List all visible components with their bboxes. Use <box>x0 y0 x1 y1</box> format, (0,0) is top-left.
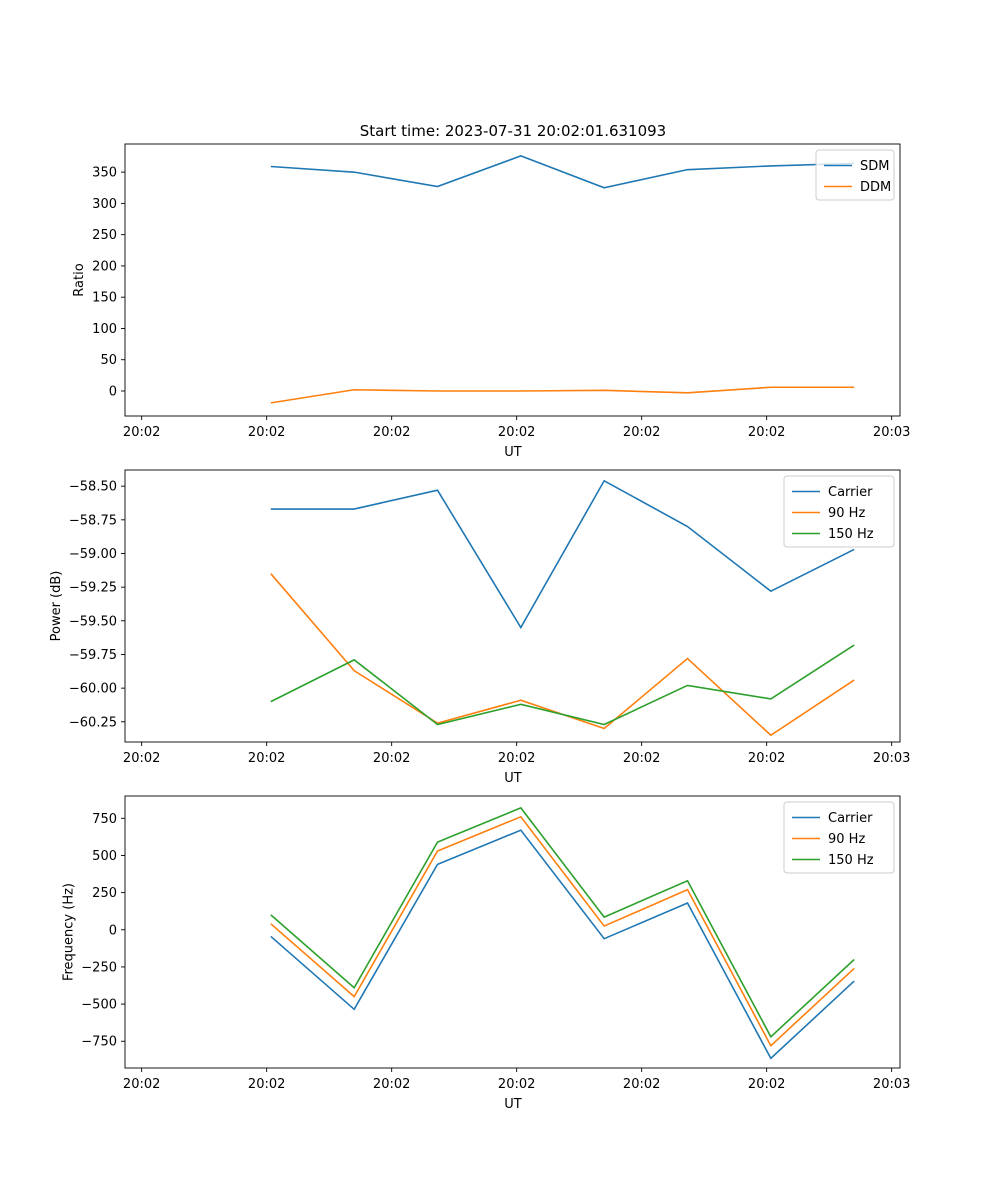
legend-box <box>815 149 895 201</box>
x-tick-label: 20:02 <box>623 751 660 766</box>
y-tick-label: −750 <box>81 1035 117 1050</box>
y-tick-label: 0 <box>109 384 117 399</box>
x-tick-label: 20:02 <box>248 751 285 766</box>
y-tick-label: −59.00 <box>69 547 117 562</box>
x-axis-label: UT <box>504 445 522 460</box>
y-axis-label: Ratio <box>72 263 87 296</box>
panels: 20:02 20:02 20:02 20:02 20:02 20:02 20:03 0 50 10… <box>49 143 910 1112</box>
y-tick-label: 250 <box>92 886 117 901</box>
x-tick-label: 20:02 <box>373 425 410 440</box>
legend-label: DDM <box>860 180 891 195</box>
legend-label: 150 Hz <box>828 527 874 542</box>
x-tick-label: 20:02 <box>748 1077 785 1092</box>
series-line-sdm <box>270 155 855 189</box>
series-line-90-hz <box>270 815 855 1047</box>
y-tick-label: −250 <box>81 960 117 975</box>
y-axis-label: Power (dB) <box>49 571 64 642</box>
x-tick-label: 20:02 <box>498 751 535 766</box>
y-tick-label: −59.25 <box>69 581 117 596</box>
legend-label: 150 Hz <box>828 853 874 868</box>
legend: Carrier 90 Hz 150 Hz <box>783 475 895 548</box>
axes-frame <box>124 469 901 743</box>
x-tick-label: 20:02 <box>123 425 160 440</box>
figure-title: Start time: 2023-07-31 20:02:01.631093 <box>360 122 666 140</box>
x-tick-label: 20:02 <box>623 425 660 440</box>
x-tick-label: 20:02 <box>748 425 785 440</box>
x-tick-label: 20:02 <box>248 425 285 440</box>
series-line-carrier <box>270 829 855 1060</box>
x-tick-label: 20:03 <box>873 425 910 440</box>
panel-2: 20:02 20:02 20:02 20:02 20:02 20:02 20:03 −60.2… <box>49 469 910 786</box>
legend-label: 90 Hz <box>828 506 865 521</box>
panel-3: 20:02 20:02 20:02 20:02 20:02 20:02 20:03 −750 −… <box>61 795 910 1112</box>
x-tick-label: 20:02 <box>123 1077 160 1092</box>
x-axis-label: UT <box>504 1097 522 1112</box>
panel-1: 20:02 20:02 20:02 20:02 20:02 20:02 20:03 0 50 10… <box>72 143 910 460</box>
legend-box <box>783 801 895 874</box>
legend-label: Carrier <box>828 811 873 826</box>
x-tick-label: 20:02 <box>373 751 410 766</box>
legend-label: Carrier <box>828 485 873 500</box>
y-tick-label: 100 <box>92 322 117 337</box>
series-line-150-hz <box>270 806 855 1039</box>
y-tick-label: −500 <box>81 998 117 1013</box>
legend-box <box>783 475 895 548</box>
x-tick-label: 20:02 <box>498 425 535 440</box>
y-tick-label: −59.50 <box>69 614 117 629</box>
x-axis-label: UT <box>504 771 522 786</box>
y-tick-label: 350 <box>92 166 117 181</box>
y-tick-label: 500 <box>92 849 117 864</box>
x-tick-label: 20:02 <box>248 1077 285 1092</box>
x-tick-label: 20:02 <box>623 1077 660 1092</box>
axes-frame <box>124 795 901 1069</box>
x-tick-label: 20:03 <box>873 751 910 766</box>
y-tick-label: 0 <box>109 923 117 938</box>
y-tick-label: 300 <box>92 197 117 212</box>
series-line-150-hz <box>270 644 855 726</box>
y-tick-label: −60.25 <box>69 715 117 730</box>
axes-frame <box>124 143 901 417</box>
y-tick-label: 250 <box>92 228 117 243</box>
y-tick-label: −58.50 <box>69 480 117 495</box>
y-tick-label: −60.00 <box>69 682 117 697</box>
y-tick-label: −59.75 <box>69 648 117 663</box>
legend: Carrier 90 Hz 150 Hz <box>783 801 895 874</box>
x-tick-label: 20:02 <box>498 1077 535 1092</box>
y-tick-label: 750 <box>92 812 117 827</box>
legend-label: SDM <box>860 159 889 174</box>
x-tick-label: 20:02 <box>123 751 160 766</box>
x-tick-label: 20:03 <box>873 1077 910 1092</box>
y-tick-label: −58.75 <box>69 513 117 528</box>
legend-label: 90 Hz <box>828 832 865 847</box>
y-tick-label: 150 <box>92 291 117 306</box>
y-tick-label: 50 <box>100 353 117 368</box>
y-axis-label: Frequency (Hz) <box>61 883 76 981</box>
series-line-ddm <box>270 386 855 404</box>
x-tick-label: 20:02 <box>748 751 785 766</box>
x-tick-label: 20:02 <box>373 1077 410 1092</box>
series-line-carrier <box>270 479 855 630</box>
legend: SDM DDM <box>815 149 895 201</box>
y-tick-label: 200 <box>92 259 117 274</box>
